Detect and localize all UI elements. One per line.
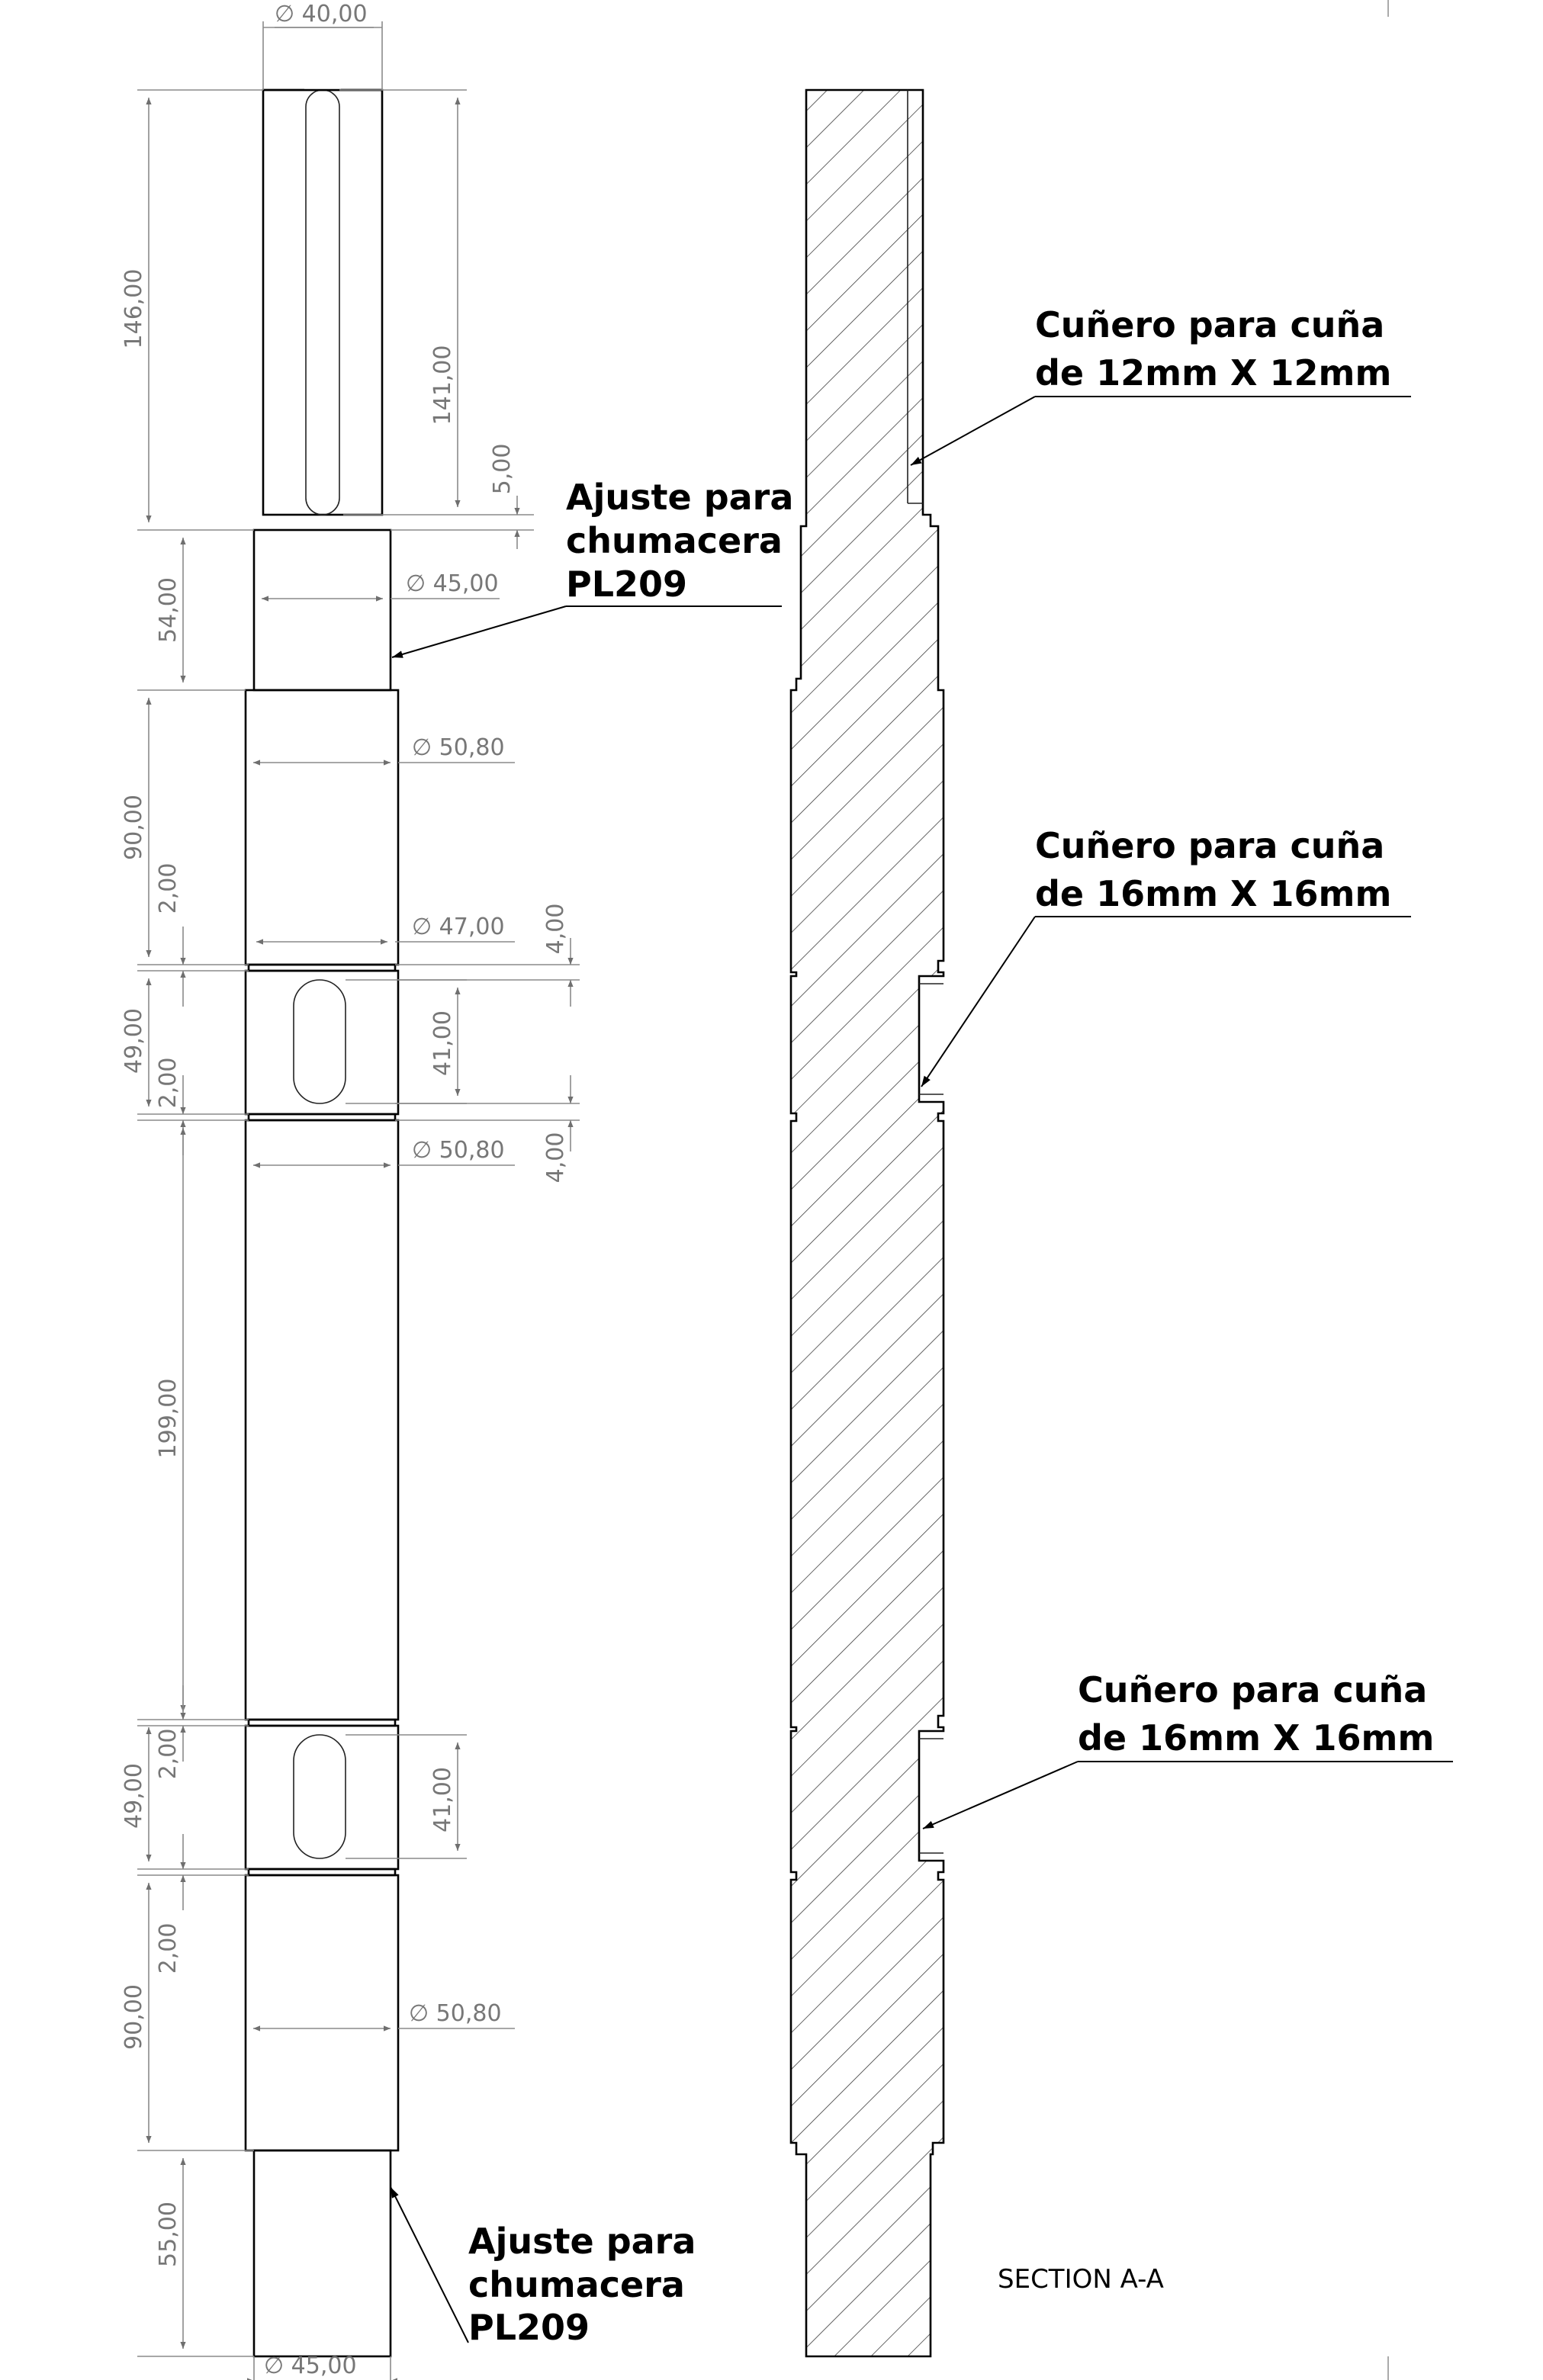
note-bearing-bottom-line3: PL209 <box>468 2307 590 2348</box>
shaft-segment-keyed-end <box>262 88 384 516</box>
note-keyway-16-top: Cuñero para cuña de 16mm X 16mm <box>921 825 1411 1087</box>
dim-length-55: 55,00 <box>155 2202 182 2267</box>
keyway-slot-bottom <box>293 1734 346 1859</box>
dim-length-41-top: 41,00 <box>429 1010 456 1076</box>
section-hatching <box>791 90 943 2356</box>
shaft-segment-bearing-top <box>252 528 392 692</box>
dim-length-90-top: 90,00 <box>121 795 147 860</box>
note-bearing-top-line3: PL209 <box>566 564 687 605</box>
shaft-segment-main-c <box>244 1874 400 2152</box>
dim-length-4-b: 4,00 <box>542 1132 569 1184</box>
cover-top-keyway-open <box>304 84 341 90</box>
note-bearing-bottom: Ajuste para chumacera PL209 <box>390 2186 696 2348</box>
dim-length-199: 199,00 <box>155 1379 182 1459</box>
dim-diameter-50-80-c: ∅ 50,80 <box>409 2000 502 2027</box>
dim-length-5: 5,00 <box>489 444 516 495</box>
dim-length-90-bottom: 90,00 <box>121 1984 147 2050</box>
dimension-lines <box>137 21 580 2380</box>
dim-diameter-50-80-a: ∅ 50,80 <box>412 734 505 761</box>
section-outline <box>789 88 945 2358</box>
note-keyway-16-top-line2: de 16mm X 16mm <box>1035 873 1391 914</box>
keyway-slot-top <box>305 89 340 516</box>
dim-diameter-47: ∅ 47,00 <box>412 914 505 940</box>
shaft-segment-hub-top <box>244 969 400 1116</box>
shaft-segment-main-b <box>244 1119 400 1721</box>
dim-length-49-top: 49,00 <box>121 1008 147 1074</box>
keyway-slot-middle <box>293 979 346 1104</box>
section-label: SECTION A-A <box>998 2264 1164 2295</box>
shaft-side-view <box>244 84 400 2358</box>
shaft-segment-bearing-bottom <box>252 2149 392 2358</box>
note-keyway-16-bottom: Cuñero para cuña de 16mm X 16mm <box>922 1669 1453 1829</box>
dim-length-2-d: 2,00 <box>155 1923 182 1974</box>
note-keyway-12-line2: de 12mm X 12mm <box>1035 352 1391 393</box>
note-keyway-16-top-line1: Cuñero para cuña <box>1035 825 1384 866</box>
dim-length-2-a: 2,00 <box>155 863 182 914</box>
note-bearing-top-line1: Ajuste para <box>566 477 793 518</box>
dim-length-141: 141,00 <box>429 345 456 426</box>
note-bearing-bottom-line2: chumacera <box>468 2264 685 2305</box>
dim-length-2-c: 2,00 <box>155 1729 182 1780</box>
note-keyway-16-bottom-line1: Cuñero para cuña <box>1078 1669 1427 1710</box>
note-keyway-12: Cuñero para cuña de 12mm X 12mm <box>910 304 1411 466</box>
dim-length-49-bottom: 49,00 <box>121 1763 147 1829</box>
dim-length-2-b: 2,00 <box>155 1058 182 1109</box>
note-keyway-12-line1: Cuñero para cuña <box>1035 304 1384 345</box>
note-bearing-bottom-line1: Ajuste para <box>468 2221 696 2262</box>
note-bearing-top: Ajuste para chumacera PL209 <box>391 477 793 658</box>
dim-length-146: 146,00 <box>121 269 147 349</box>
note-keyway-16-bottom-line2: de 16mm X 16mm <box>1078 1717 1434 1759</box>
section-view <box>789 88 945 2358</box>
dim-diameter-45-bottom: ∅ 45,00 <box>264 2353 357 2379</box>
shaft-segment-hub-bottom <box>244 1724 400 1871</box>
dim-diameter-50-80-b: ∅ 50,80 <box>412 1137 505 1164</box>
dim-length-54: 54,00 <box>155 577 182 643</box>
dim-length-41-bottom: 41,00 <box>429 1767 456 1832</box>
dimension-texts: ∅ 40,00 146,00 141,00 5,00 54,00 ∅ 45,00… <box>121 1 569 2379</box>
dim-diameter-40: ∅ 40,00 <box>275 1 368 27</box>
shaft-segment-main-a <box>244 689 400 966</box>
dim-diameter-45-top: ∅ 45,00 <box>406 570 499 597</box>
note-bearing-top-line2: chumacera <box>566 520 783 561</box>
dim-length-4-a: 4,00 <box>542 904 569 955</box>
